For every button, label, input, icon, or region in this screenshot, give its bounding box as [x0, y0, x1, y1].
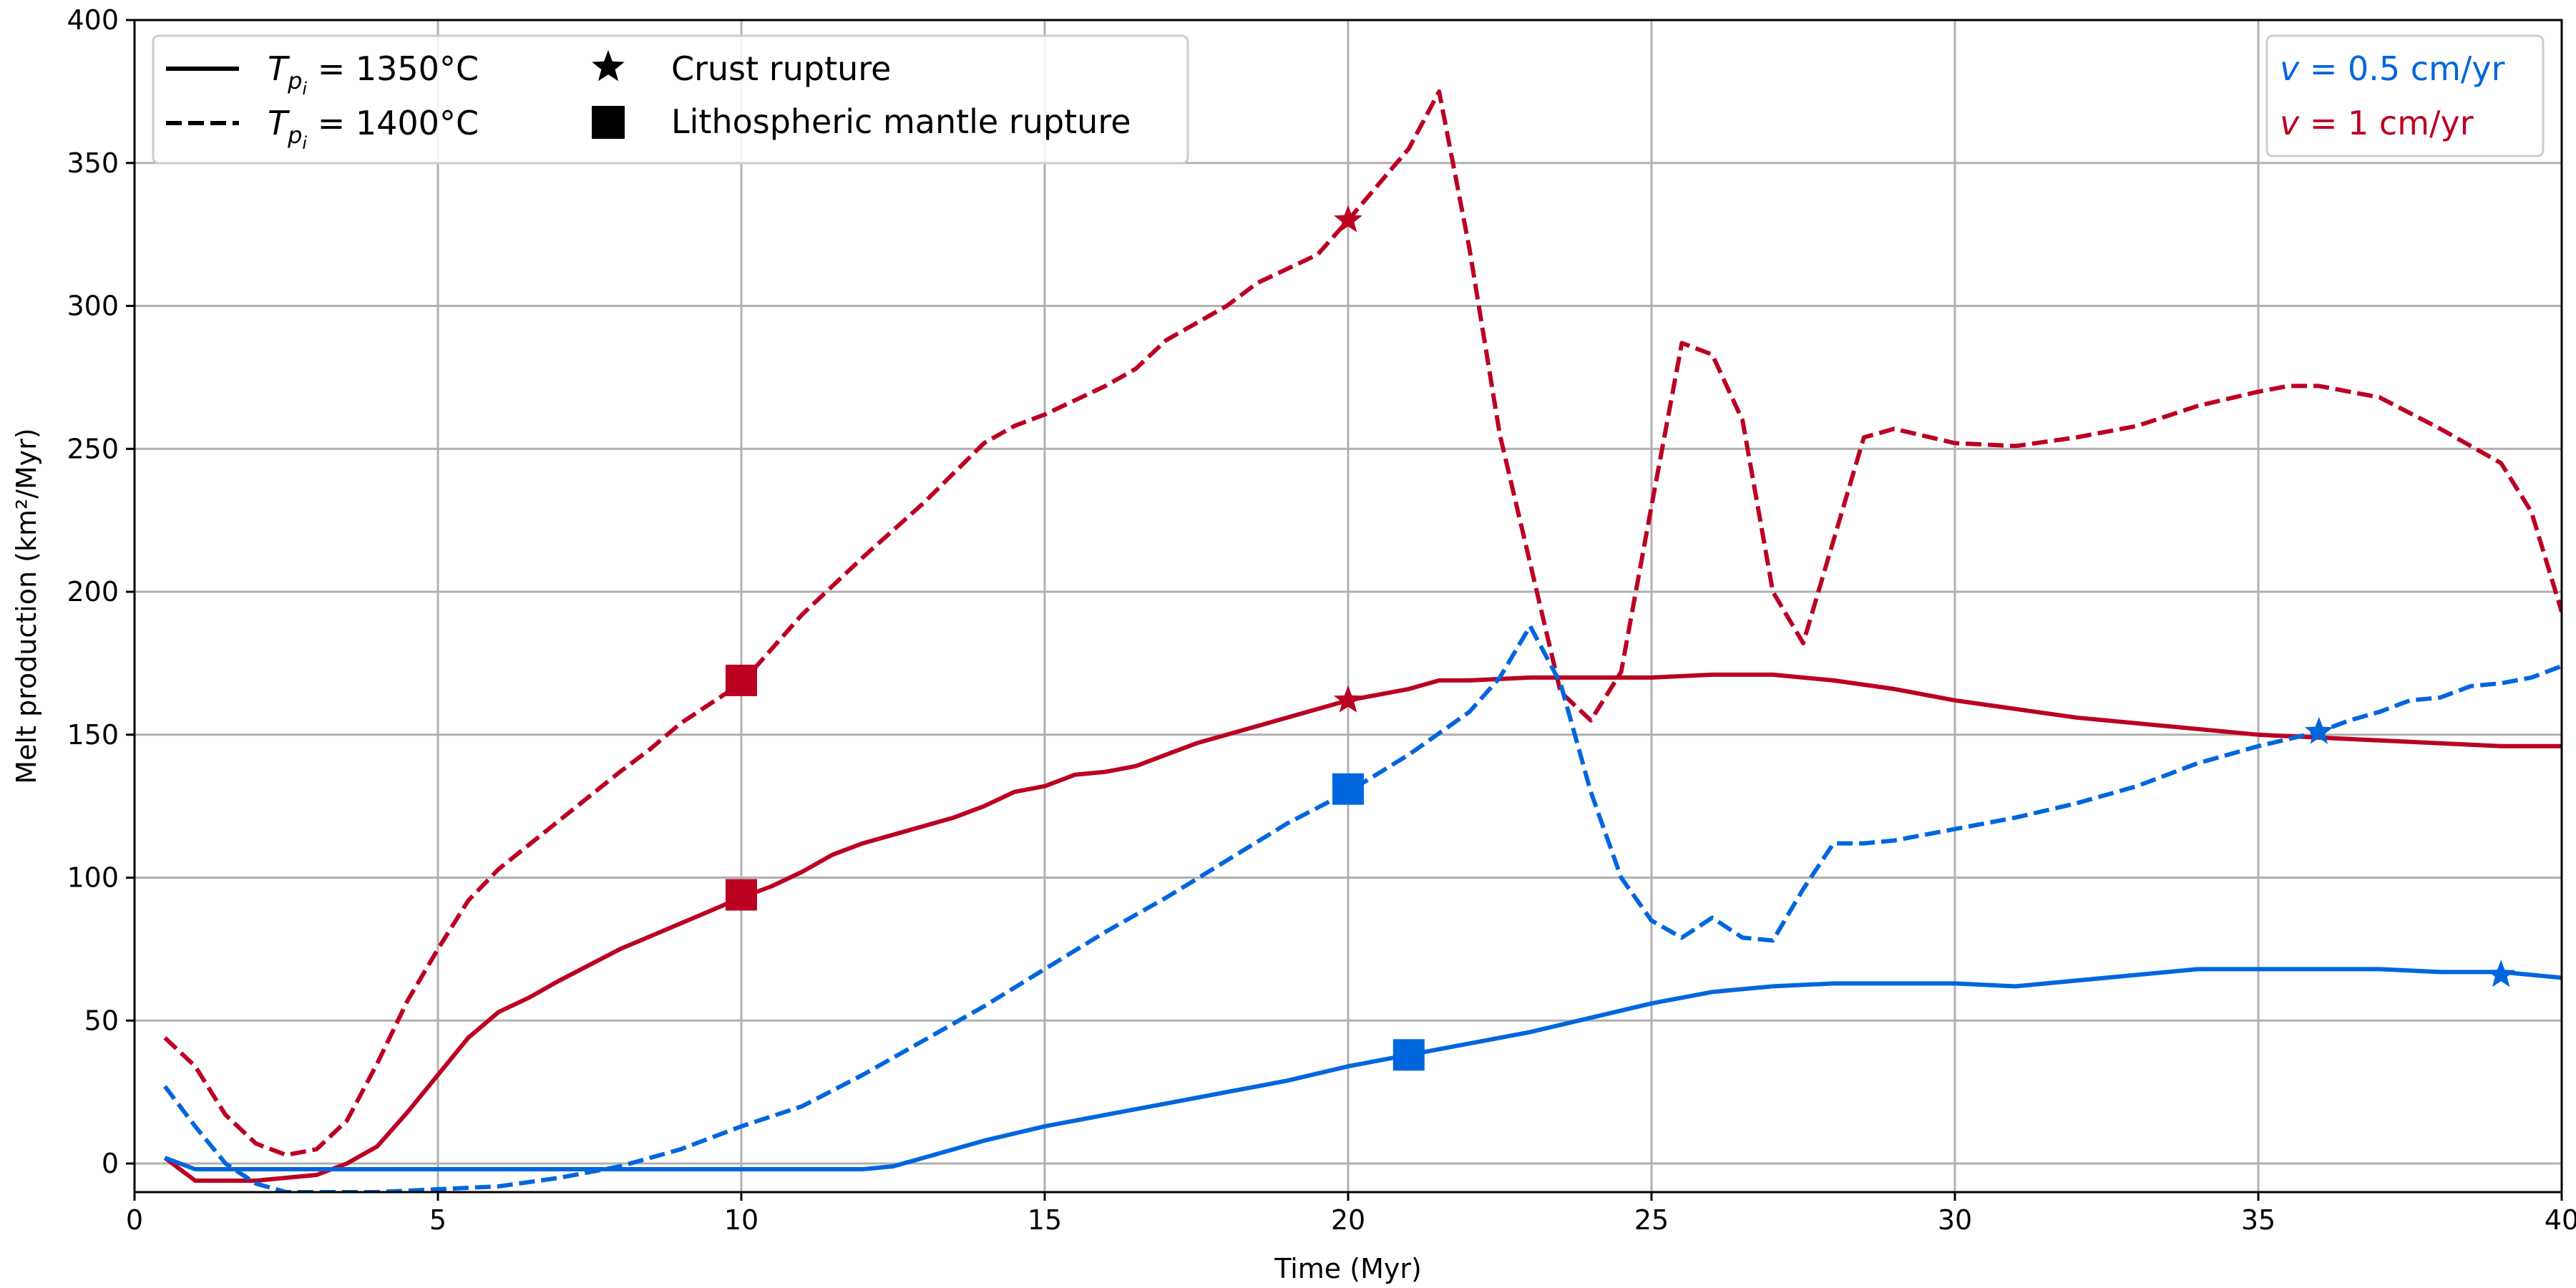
legend-box — [152, 34, 1189, 165]
series-line-red-solid — [163, 672, 2562, 1183]
y-tick-label: 250 — [67, 433, 119, 464]
grid-lines — [133, 19, 2563, 1192]
y-tick-label: 100 — [67, 862, 119, 894]
crust-rupture-marker — [1334, 205, 1362, 233]
y-tick-label: 150 — [67, 719, 119, 751]
crust-rupture-marker — [2487, 960, 2516, 987]
rupture-markers — [726, 205, 2516, 1071]
y-tick-label: 50 — [84, 1005, 119, 1036]
legend-temperature-markers: Tpi = 1350°C Tpi = 1400°C Crust rupture Lit… — [152, 34, 1189, 165]
y-axis-ticks: 0 50 100 150 200 250 300 350 400 — [67, 4, 135, 1179]
x-tick-label: 35 — [2241, 1204, 2275, 1236]
y-tick-label: 200 — [67, 576, 119, 608]
y-tick-label: 400 — [67, 4, 119, 36]
lithospheric-rupture-marker — [1392, 1039, 1425, 1071]
y-axis-label: Melt production (km²/Myr) — [11, 428, 42, 784]
crust-rupture-marker — [2304, 716, 2333, 744]
legend-box — [2265, 34, 2545, 157]
star-legend-icon — [592, 50, 625, 82]
legend-spreading-rate: v = 0.5 cm/yr v = 1 cm/yr — [2265, 34, 2545, 157]
x-axis-label: Time (Myr) — [1274, 1253, 1422, 1284]
legend-crust-rupture-label: Crust rupture — [671, 49, 891, 88]
series-line-blue-solid — [164, 967, 2562, 1171]
legend-speed-label: v = 1 cm/yr — [2280, 104, 2474, 142]
series-line-blue-dashed — [163, 624, 2562, 1192]
x-tick-label: 0 — [126, 1204, 143, 1236]
y-tick-label: 0 — [102, 1148, 119, 1179]
x-tick-label: 5 — [429, 1204, 447, 1236]
lithospheric-rupture-marker — [726, 664, 757, 696]
y-tick-label: 300 — [67, 291, 119, 322]
x-tick-label: 20 — [1331, 1204, 1365, 1236]
x-tick-label: 25 — [1634, 1204, 1669, 1236]
crust-rupture-marker — [1334, 685, 1362, 713]
legend-speed-label: v = 0.5 cm/yr — [2280, 49, 2505, 88]
legend-temperature-label: Tpi = 1400°C — [268, 104, 479, 153]
y-tick-label: 350 — [67, 147, 119, 179]
x-tick-label: 40 — [2545, 1204, 2576, 1236]
lithospheric-rupture-marker — [726, 879, 757, 911]
square-legend-icon — [592, 106, 625, 139]
series-lines — [163, 89, 2562, 1192]
legend-temperature-label: Tpi = 1350°C — [268, 49, 479, 99]
x-tick-label: 30 — [1938, 1204, 1972, 1236]
legend-mantle-rupture-label: Lithospheric mantle rupture — [671, 102, 1131, 141]
x-tick-label: 15 — [1028, 1204, 1062, 1236]
x-axis-ticks: 0 5 10 15 20 25 30 35 40 — [126, 1192, 2576, 1236]
series-line-red-dashed — [163, 89, 2562, 1158]
x-tick-label: 10 — [724, 1204, 758, 1236]
lithospheric-rupture-marker — [1332, 773, 1364, 805]
